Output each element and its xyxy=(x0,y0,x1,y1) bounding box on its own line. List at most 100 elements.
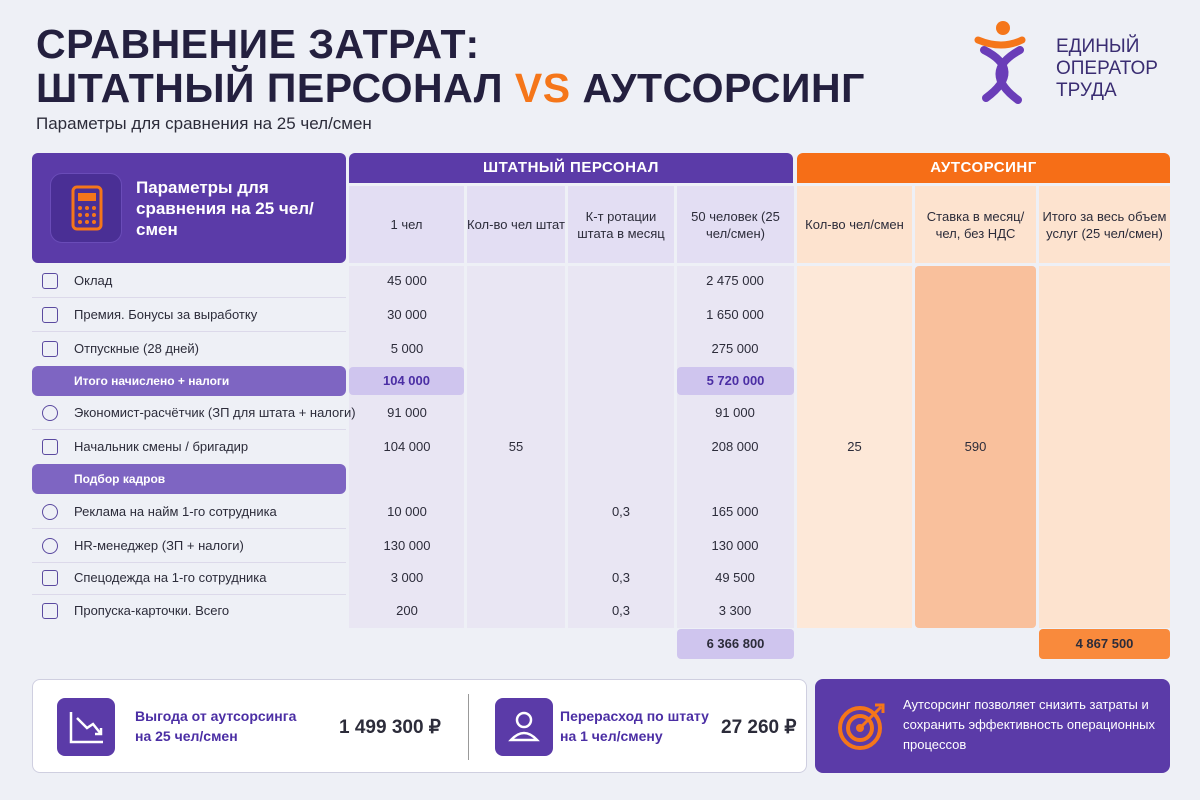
subtotal-band: Итого начислено + налоги xyxy=(32,366,346,396)
row-divider xyxy=(32,562,346,563)
subtitle: Параметры для сравнения на 25 чел/смен xyxy=(36,114,372,133)
table-row: Спецодежда на 1-го сотрудника 3 000 0,3 … xyxy=(32,563,794,593)
title-staff: ШТАТНЫЙ ПЕРСОНАЛ xyxy=(36,65,515,111)
overrun-value: 27 260 ₽ xyxy=(721,717,797,738)
row-50-people: 1 650 000 xyxy=(706,307,764,322)
savings-card: Выгода от аутсорсинга на 25 чел/смен 1 4… xyxy=(32,679,807,773)
col-header-out-total: Итого за весь объем услуг (25 чел/смен) xyxy=(1039,186,1170,263)
row-label: HR-менеджер (ЗП + налоги) xyxy=(74,538,244,553)
chart-down-icon xyxy=(57,698,115,756)
card-divider xyxy=(468,694,469,760)
calculator-icon xyxy=(50,173,122,243)
col-bg-one-person xyxy=(349,266,464,628)
row-rotation: 0,3 xyxy=(611,504,631,519)
row-label: Пропуска-карточки. Всего xyxy=(74,603,230,618)
outsourcing-total: 4 867 500 xyxy=(1039,629,1170,659)
row-one-person: 30 000 xyxy=(387,307,427,322)
row-one-person: 130 000 xyxy=(383,538,431,553)
page-title: СРАВНЕНИЕ ЗАТРАТ: ШТАТНЫЙ ПЕРСОНАЛ VS АУ… xyxy=(36,22,865,110)
row-rotation: 0,3 xyxy=(611,570,631,585)
title-line-2: ШТАТНЫЙ ПЕРСОНАЛ VS АУТСОРСИНГ xyxy=(36,66,865,110)
note-text: Аутсорсинг позволяет снизить затраты и с… xyxy=(903,697,1156,752)
staff-total: 6 366 800 xyxy=(677,629,794,659)
row-50-people: 2 475 000 xyxy=(706,273,764,288)
overrun-label: Перерасход по штату на 1 чел/смену xyxy=(560,708,709,744)
row-one-person: 5 000 xyxy=(390,341,424,356)
table-row: Отпускные (28 дней) 5 000 275 000 xyxy=(32,334,794,364)
logo-mark-icon xyxy=(974,21,1026,104)
table-row: Начальник смены / бригадир 104 000 208 0… xyxy=(32,432,794,462)
logo-line-3: ТРУДА xyxy=(1056,80,1117,101)
params-header: Параметры для сравнения на 25 чел/смен xyxy=(32,153,346,263)
vacation-icon xyxy=(42,341,58,357)
col-header-rotation: К-т ротации штата в месяц xyxy=(568,186,674,263)
col-bg-rotation xyxy=(568,266,674,628)
row-50-people: 3 300 xyxy=(718,603,752,618)
row-one-person: 10 000 xyxy=(387,504,427,519)
subtotal-one-person: 104 000 xyxy=(349,367,464,395)
table-row: Пропуска-карточки. Всего 200 0,3 3 300 xyxy=(32,596,794,626)
salary-icon xyxy=(42,273,58,289)
row-divider xyxy=(32,429,346,430)
table-row: Экономист-расчётчик (ЗП для штата + нало… xyxy=(32,398,794,428)
col-header-staff-count: Кол-во чел штат xyxy=(467,186,565,263)
bonus-icon xyxy=(42,307,58,323)
title-vs: VS xyxy=(514,65,571,111)
advert-icon xyxy=(42,504,58,520)
col-bg-staff-count xyxy=(467,266,565,628)
col-header-one-person: 1 чел xyxy=(349,186,464,263)
staff-group-header: ШТАТНЫЙ ПЕРСОНАЛ xyxy=(349,153,793,183)
row-label: Начальник смены / бригадир xyxy=(74,439,249,454)
row-50-people: 49 500 xyxy=(715,570,755,585)
note-card: Аутсорсинг позволяет снизить затраты и с… xyxy=(815,679,1170,773)
row-one-person: 200 xyxy=(396,603,418,618)
hr-manager-icon xyxy=(42,538,58,554)
col-bg-out-total xyxy=(1039,266,1170,628)
row-one-person: 91 000 xyxy=(387,405,427,420)
row-50-people: 91 000 xyxy=(715,405,755,420)
table-row: Премия. Бонусы за выработку 30 000 1 650… xyxy=(32,300,794,330)
col-header-50-people: 50 человек (25 чел/смен) xyxy=(677,186,794,263)
title-outsourcing: АУТСОРСИНГ xyxy=(570,65,865,111)
row-rotation: 0,3 xyxy=(611,603,631,618)
col-header-out-count: Кол-во чел/смен xyxy=(797,186,912,263)
benefit-value: 1 499 300 ₽ xyxy=(339,717,441,738)
title-line-1: СРАВНЕНИЕ ЗАТРАТ: xyxy=(36,21,480,67)
row-label: Отпускные (28 дней) xyxy=(74,341,199,356)
benefit-label: Выгода от аутсорсинга на 25 чел/смен xyxy=(135,708,297,744)
col-header-out-rate: Ставка в месяц/чел, без НДС xyxy=(915,186,1036,263)
table-row: Реклама на найм 1-го сотрудника 10 000 0… xyxy=(32,497,794,527)
company-logo: ЕДИНЫЙ ОПЕРАТОР ТРУДА xyxy=(972,20,1172,110)
col-bg-out-rate xyxy=(915,266,1036,628)
row-label: Реклама на найм 1-го сотрудника xyxy=(74,504,277,519)
section-recruitment: Подбор кадров xyxy=(32,464,346,494)
row-one-person: 104 000 xyxy=(383,439,431,454)
row-label: Спецодежда на 1-го сотрудника xyxy=(74,570,267,585)
person-icon xyxy=(42,405,58,421)
row-one-person: 3 000 xyxy=(390,570,424,585)
row-divider xyxy=(32,297,346,298)
person-icon xyxy=(495,698,553,756)
row-label: Экономист-расчётчик (ЗП для штата + нало… xyxy=(74,405,356,420)
out-rate-value: 590 xyxy=(964,439,987,454)
row-label: Премия. Бонусы за выработку xyxy=(74,307,258,322)
logo-line-2: ОПЕРАТОР xyxy=(1056,58,1158,79)
clipboard-icon xyxy=(42,439,58,455)
row-divider xyxy=(32,528,346,529)
row-divider xyxy=(32,594,346,595)
outsourcing-group-header: АУТСОРСИНГ xyxy=(797,153,1170,183)
row-label: Оклад xyxy=(74,273,113,288)
col-bg-50-people xyxy=(677,266,794,628)
row-divider xyxy=(32,331,346,332)
params-header-label: Параметры для сравнения на 25 чел/смен xyxy=(136,178,314,239)
table-row: HR-менеджер (ЗП + налоги) 130 000 130 00… xyxy=(32,531,794,561)
row-50-people: 130 000 xyxy=(711,538,759,553)
row-50-people: 165 000 xyxy=(711,504,759,519)
row-one-person: 45 000 xyxy=(387,273,427,288)
col-bg-out-count xyxy=(797,266,912,628)
row-50-people: 208 000 xyxy=(711,439,759,454)
row-50-people: 275 000 xyxy=(711,341,759,356)
logo-line-1: ЕДИНЫЙ xyxy=(1056,36,1140,57)
table-row: Оклад 45 000 2 475 000 xyxy=(32,266,794,296)
logo-text: ЕДИНЫЙ ОПЕРАТОР ТРУДА xyxy=(1056,36,1158,102)
